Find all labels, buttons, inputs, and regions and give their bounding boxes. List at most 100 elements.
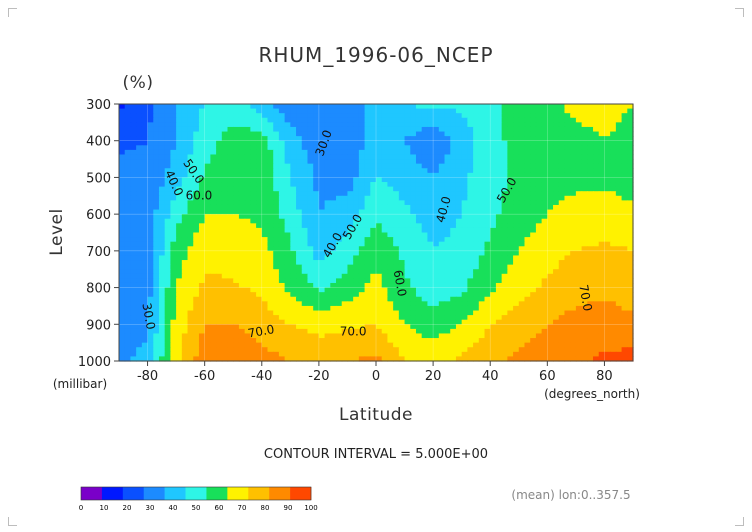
heatmap-cell (296, 347, 303, 353)
heatmap-cell (124, 315, 132, 321)
heatmap-cell (433, 200, 440, 206)
heatmap-cell (421, 296, 428, 302)
heatmap-cell (518, 126, 526, 133)
heatmap-cell (198, 338, 206, 344)
heatmap-cell (330, 172, 337, 179)
heatmap-cell (518, 324, 526, 330)
heatmap-cell (444, 310, 451, 316)
heatmap-cell (227, 292, 234, 298)
heatmap-cell (467, 232, 474, 238)
heatmap-cell (461, 260, 468, 266)
heatmap-cell (221, 122, 229, 128)
heatmap-cell (307, 241, 314, 247)
heatmap-cell (170, 227, 177, 234)
heatmap-cell (507, 204, 514, 211)
heatmap-cell (473, 282, 480, 289)
heatmap-cell (313, 338, 320, 344)
heatmap-cell (421, 246, 428, 252)
heatmap-cell (267, 324, 274, 330)
heatmap-cell (593, 305, 600, 312)
heatmap-cell (278, 154, 286, 160)
heatmap-cell (524, 200, 531, 206)
heatmap-cell (336, 292, 343, 298)
heatmap-cell (530, 200, 537, 206)
heatmap-cell (615, 338, 623, 344)
heatmap-cell (170, 282, 177, 289)
heatmap-cell (467, 140, 474, 146)
heatmap-cell (353, 163, 360, 169)
heatmap-cell (621, 273, 628, 279)
heatmap-cell (307, 186, 314, 192)
heatmap-cell (221, 315, 229, 321)
heatmap-cell (581, 264, 588, 270)
heatmap-cell (324, 315, 331, 321)
heatmap-cell (256, 232, 263, 238)
heatmap-cell (553, 168, 560, 174)
heatmap-cell (313, 250, 320, 257)
heatmap-cell (376, 113, 383, 119)
heatmap-cell (250, 351, 257, 358)
heatmap-cell (330, 328, 337, 335)
heatmap-cell (467, 278, 474, 284)
heatmap-cell (415, 113, 423, 119)
heatmap-cell (524, 333, 531, 339)
heatmap-cell (336, 104, 343, 110)
heatmap-cell (427, 223, 434, 229)
heatmap-cell (170, 117, 177, 123)
heatmap-cell (136, 154, 143, 160)
heatmap-cell (398, 126, 406, 133)
heatmap-cell (530, 104, 537, 110)
heatmap-cell (130, 305, 137, 312)
heatmap-cell (581, 301, 588, 307)
heatmap-cell (164, 278, 171, 284)
heatmap-cell (198, 154, 206, 160)
heatmap-cell (376, 250, 383, 257)
heatmap-cell (318, 260, 326, 266)
heatmap-cell (193, 163, 200, 169)
heatmap-cell (164, 356, 171, 362)
heatmap-cell (564, 163, 571, 169)
heatmap-cell (553, 113, 560, 119)
heatmap-cell (130, 338, 137, 344)
heatmap-cell (313, 264, 320, 270)
heatmap-cell (450, 159, 457, 165)
heatmap-cell (244, 237, 251, 243)
heatmap-cell (284, 287, 291, 293)
heatmap-cell (198, 347, 206, 353)
heatmap-cell (187, 200, 194, 206)
heatmap-cell (284, 351, 291, 358)
heatmap-cell (353, 159, 360, 165)
heatmap-cell (153, 287, 160, 293)
heatmap-cell (278, 292, 286, 298)
heatmap-cell (238, 347, 246, 353)
heatmap-cell (461, 168, 468, 174)
heatmap-cell (181, 333, 189, 339)
heatmap-cell (227, 209, 234, 215)
heatmap-cell (524, 136, 531, 142)
heatmap-cell (233, 241, 240, 247)
heatmap-cell (210, 200, 217, 206)
heatmap-cell (513, 182, 520, 188)
heatmap-cell (564, 209, 571, 215)
heatmap-cell (484, 223, 491, 229)
heatmap-cell (410, 328, 417, 335)
heatmap-cell (347, 163, 354, 169)
heatmap-cell (358, 168, 366, 174)
heatmap-cell (393, 108, 400, 114)
heatmap-cell (313, 186, 320, 192)
heatmap-cell (490, 296, 497, 302)
heatmap-cell (158, 319, 166, 325)
heatmap-cell (604, 149, 611, 156)
heatmap-cell (507, 149, 514, 156)
heatmap-cell (535, 237, 543, 243)
heatmap-cell (284, 186, 291, 192)
heatmap-cell (216, 140, 223, 146)
heatmap-cell (341, 182, 349, 188)
heatmap-cell (421, 159, 428, 165)
heatmap-cell (193, 223, 200, 229)
heatmap-cell (370, 255, 377, 261)
heatmap-cell (153, 301, 160, 307)
heatmap-cell (301, 282, 309, 289)
heatmap-cell (187, 218, 194, 224)
heatmap-cell (421, 223, 428, 229)
